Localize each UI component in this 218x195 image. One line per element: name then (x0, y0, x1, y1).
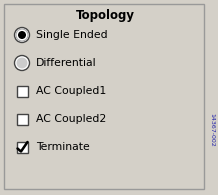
Text: AC Coupled2: AC Coupled2 (36, 114, 106, 124)
Circle shape (18, 31, 26, 39)
Bar (17, 85, 27, 97)
Circle shape (17, 58, 27, 68)
Bar (17, 113, 27, 124)
Circle shape (15, 56, 29, 71)
Text: Single Ended: Single Ended (36, 30, 108, 40)
Text: Topology: Topology (75, 9, 135, 21)
Text: 14367-002: 14367-002 (209, 113, 215, 147)
Bar (17, 142, 27, 152)
Text: AC Coupled1: AC Coupled1 (36, 86, 106, 96)
Text: Terminate: Terminate (36, 142, 90, 152)
Circle shape (15, 27, 29, 43)
Text: Differential: Differential (36, 58, 97, 68)
